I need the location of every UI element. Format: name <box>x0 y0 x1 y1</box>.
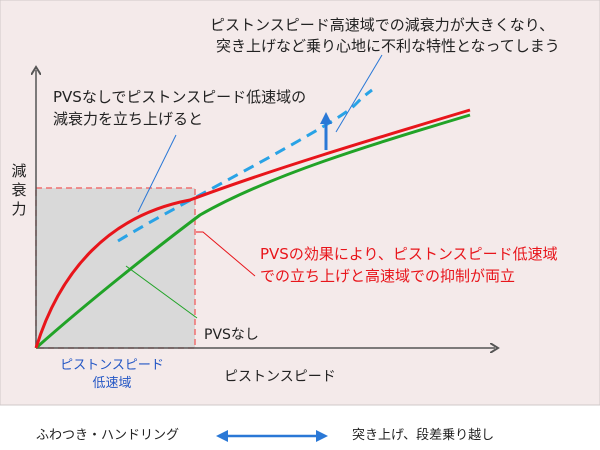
red-curve-pvs-effect <box>34 108 471 349</box>
leader-top-right <box>335 54 383 133</box>
annotation-top-right-line1: ピストンスピード高速域での減衰力が大きくなり、 <box>210 16 554 34</box>
leader-pvs-effect <box>196 231 256 277</box>
annotation-pvs-effect-line1: PVSの効果により、ピストンスピード低速域 <box>260 245 558 263</box>
low-speed-region-box <box>35 187 196 349</box>
low-speed-region-label-line2: 低速域 <box>92 376 131 391</box>
green-curve-pvs-none <box>35 113 471 350</box>
leader-pvs-none <box>125 265 198 319</box>
annotation-pvs-none-label: PVSなし <box>204 327 259 343</box>
annotation-top-right-line2: 突き上げなど乗り心地に不利な特性となってしまう <box>216 37 560 55</box>
dashed-curve-pvs-none-raised <box>117 88 373 243</box>
footer-right-label: 突き上げ、段差乗り越し <box>352 428 495 443</box>
annotation-pvs-none-line1: PVSなしでピストンスピード低速域の <box>53 88 306 106</box>
y-axis-label-char-1: 減 <box>11 162 26 180</box>
leader-pvs-none-raise <box>137 134 177 213</box>
y-axis-label-char-2: 衰 <box>11 181 26 199</box>
low-speed-region-label-line1: ピストンスピード <box>60 358 164 373</box>
y-axis-label-char-3: 力 <box>11 200 26 218</box>
annotation-pvs-none-line2: 減衰力を立ち上げると <box>53 110 203 128</box>
annotation-pvs-effect-line2: での立ち上げと高速域での抑制が両立 <box>260 267 515 285</box>
footer-left-label: ふわつき・ハンドリング <box>36 428 180 443</box>
x-axis-label: ピストンスピード <box>224 369 336 385</box>
